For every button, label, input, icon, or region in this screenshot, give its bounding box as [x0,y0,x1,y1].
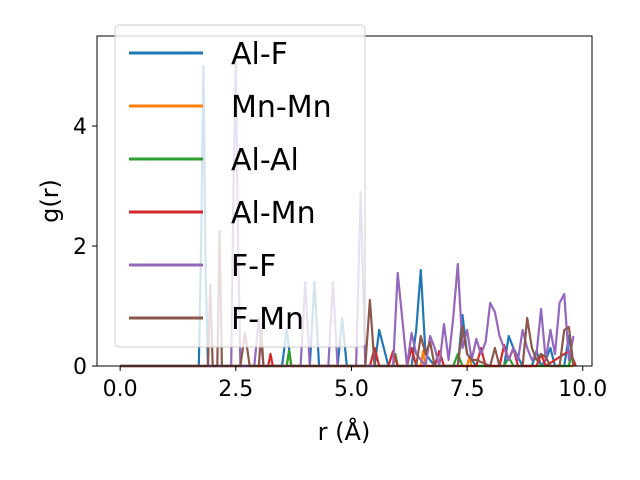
legend: Al-F Mn-Mn Al-Al Al-Mn F-F F-Mn [114,24,366,348]
x-tick-label: 2.5 [218,377,253,402]
legend-label-4: F-F [231,249,276,284]
legend-label-0: Al-F [231,37,288,72]
legend-label-2: Al-Al [231,143,299,178]
y-axis-label: g(r) [36,179,64,223]
y-tick-label: 2 [73,235,87,260]
legend-box [114,24,366,348]
x-tick-label: 7.5 [450,377,485,402]
legend-label-3: Al-Mn [231,196,316,231]
x-tick-label: 5.0 [334,377,369,402]
x-tick-label: 10.0 [558,377,607,402]
x-axis-ticks: 0.0 2.5 5.0 7.5 10.0 [103,366,607,402]
y-tick-label: 4 [73,115,87,140]
legend-label-1: Mn-Mn [231,90,332,125]
x-axis-label: r (Å) [318,417,371,446]
series-line-4 [120,58,575,368]
y-axis-ticks: 0 2 4 [73,115,97,380]
legend-label-5: F-Mn [231,302,304,337]
x-tick-label: 0.0 [103,377,138,402]
y-tick-label: 0 [73,355,87,380]
